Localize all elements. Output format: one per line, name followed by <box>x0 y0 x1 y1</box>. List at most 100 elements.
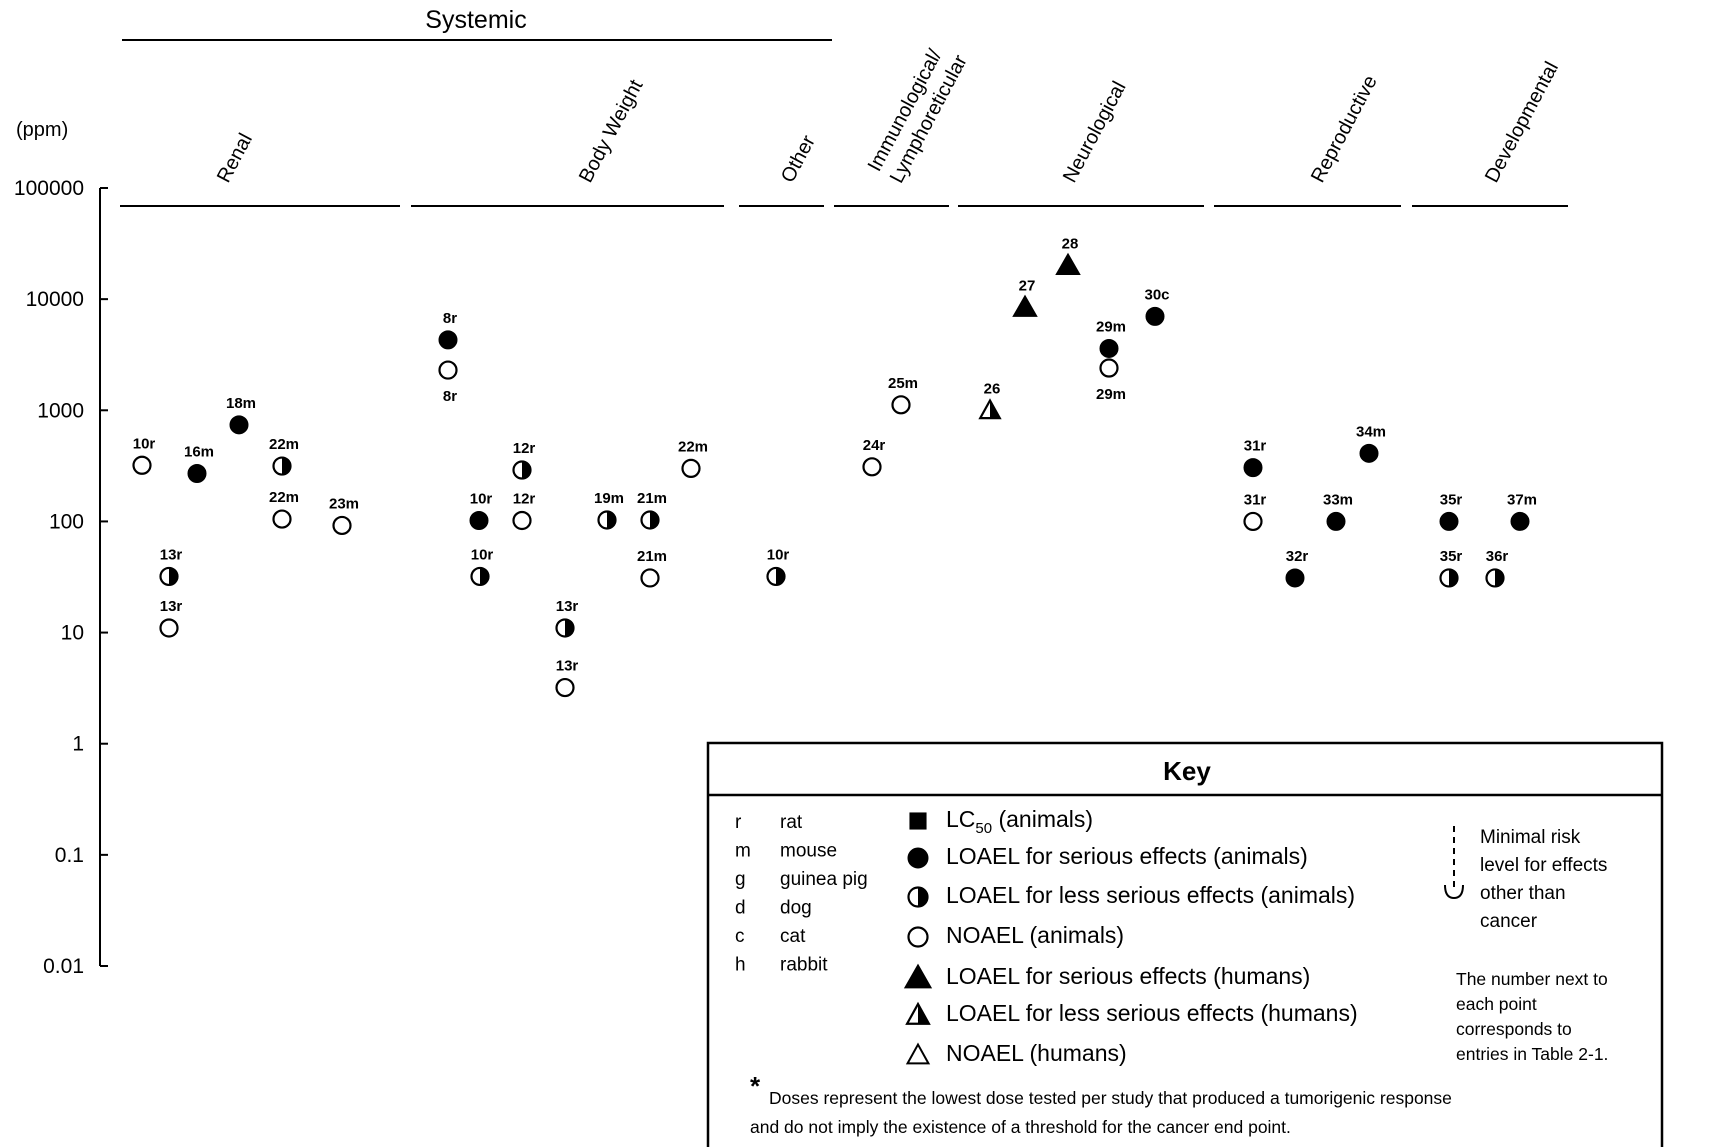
y-axis: (ppm) 100000 10000 1000 100 10 1 0.1 0.01 <box>14 119 108 978</box>
category-label-line: Renal <box>213 130 257 186</box>
mrl-icon-hook <box>1444 884 1464 900</box>
marker-half <box>990 400 1000 419</box>
loael-less-animal-marker <box>766 566 786 587</box>
noael-animal-marker <box>640 568 660 588</box>
point-label: 31r <box>1244 438 1267 455</box>
key-marker-label-sub: 50 <box>975 820 992 837</box>
y-axis-unit: (ppm) <box>16 119 68 141</box>
loael-less-human-marker <box>978 398 1002 420</box>
point-label: 21m <box>637 490 667 507</box>
point-label: 18m <box>226 395 256 412</box>
point-label: 29m <box>1096 386 1126 403</box>
point-label: 10r <box>767 546 790 563</box>
point-label: 13r <box>160 598 183 615</box>
species-name: dog <box>780 898 812 919</box>
point-label: 8r <box>443 310 457 327</box>
species-code: c <box>735 926 745 947</box>
systemic-header: Systemic <box>425 6 526 34</box>
y-tick-label: 0.01 <box>43 955 84 978</box>
key-marker-label: LC50 (animals) <box>946 806 1093 837</box>
marker-half <box>1449 569 1458 587</box>
loael-serious-human-marker <box>903 963 933 989</box>
key-marker-label-main: LC <box>946 806 975 832</box>
point-label: 13r <box>556 598 579 615</box>
species-code: r <box>735 812 742 833</box>
loael-less-human-marker <box>905 1001 931 1025</box>
category-label: Body Weight <box>575 76 648 187</box>
noael-animal-marker <box>1099 358 1119 378</box>
point-label: 25m <box>888 375 918 392</box>
point-label: 22m <box>678 438 708 455</box>
mrl-text: other than <box>1480 883 1566 904</box>
footnote-star: * <box>750 1071 761 1101</box>
loael-less-animal-marker <box>555 618 575 638</box>
key-marker-label: NOAEL (animals) <box>946 922 1124 948</box>
point-label: 26 <box>984 380 1001 397</box>
loael-serious-animal-marker <box>1359 443 1379 463</box>
point-label: 16m <box>184 443 214 460</box>
marker-half <box>522 461 531 479</box>
note-text: The number next to <box>1456 969 1608 989</box>
point-label: 10r <box>470 490 493 507</box>
category-label-line: Developmental <box>1481 58 1563 186</box>
marker-half <box>607 511 616 529</box>
point-label: 27 <box>1019 278 1036 295</box>
loael-less-animal-marker <box>907 886 929 908</box>
loael-serious-human-marker <box>1012 294 1038 317</box>
species-code: g <box>735 869 746 890</box>
point-label: 10r <box>471 546 494 563</box>
y-tick-label: 1000 <box>37 399 84 422</box>
point-label: 28 <box>1062 236 1079 253</box>
category-label: Renal <box>213 130 257 186</box>
key-marker-label: LOAEL for less serious effects (animals) <box>946 882 1355 908</box>
loael-serious-animal-marker <box>1439 511 1459 531</box>
y-tick-label: 1 <box>72 733 84 756</box>
loael-serious-animal-marker <box>1285 568 1305 588</box>
noael-animal-marker <box>512 510 532 531</box>
note-text: entries in Table 2-1. <box>1456 1044 1608 1064</box>
loael-serious-animal-marker <box>907 847 929 869</box>
marker-half <box>282 457 291 475</box>
species-name: rabbit <box>780 955 828 976</box>
y-tick-label: 0.1 <box>55 844 84 867</box>
point-label: 37m <box>1507 491 1537 508</box>
point-label: 31r <box>1244 491 1267 508</box>
mrl-text: level for effects <box>1480 855 1607 876</box>
point-label: 13r <box>160 546 183 563</box>
noael-animal-marker <box>891 395 911 415</box>
species-name: cat <box>780 926 806 947</box>
species-name: mouse <box>780 841 837 862</box>
point-label: 12r <box>513 440 536 457</box>
noael-animal-marker <box>862 457 882 477</box>
point-label: 21m <box>637 548 667 565</box>
loael-less-animal-marker <box>272 456 292 476</box>
noael-animal-marker <box>438 360 458 380</box>
footnote-text: Doses represent the lowest dose tested p… <box>769 1088 1452 1108</box>
loael-serious-animal-marker <box>1243 458 1263 478</box>
point-label: 24r <box>863 437 886 454</box>
category-label: Neurological <box>1059 78 1131 186</box>
noael-animal-marker <box>272 509 292 529</box>
category-label: Immunological/Lymphoreticular <box>864 39 972 186</box>
loael-serious-animal-marker <box>229 415 249 435</box>
key-title: Key <box>1163 756 1211 786</box>
key-marker-label: LOAEL for serious effects (animals) <box>946 843 1308 869</box>
point-label: 33m <box>1323 491 1353 508</box>
point-label: 13r <box>556 658 579 675</box>
legend-key: Key r rat m mouse g guinea pig d dog c cat h rabbit L… <box>706 741 1664 1147</box>
point-label: 29m <box>1096 318 1126 335</box>
loael-less-animal-marker <box>159 566 179 587</box>
point-label: 36r <box>1486 548 1509 565</box>
y-tick-label: 10 <box>61 622 84 645</box>
point-label: 22m <box>269 489 299 506</box>
marker-half <box>776 567 785 585</box>
marker-half <box>480 567 489 585</box>
marker-half <box>565 619 574 637</box>
loael-serious-animal-marker <box>438 330 458 350</box>
note-text: each point <box>1456 994 1537 1014</box>
key-marker-label: LOAEL for less serious effects (humans) <box>946 1000 1358 1026</box>
loael-less-animal-marker <box>597 510 617 530</box>
loael-serious-animal-marker <box>1510 511 1530 531</box>
marker-half <box>918 1004 929 1024</box>
